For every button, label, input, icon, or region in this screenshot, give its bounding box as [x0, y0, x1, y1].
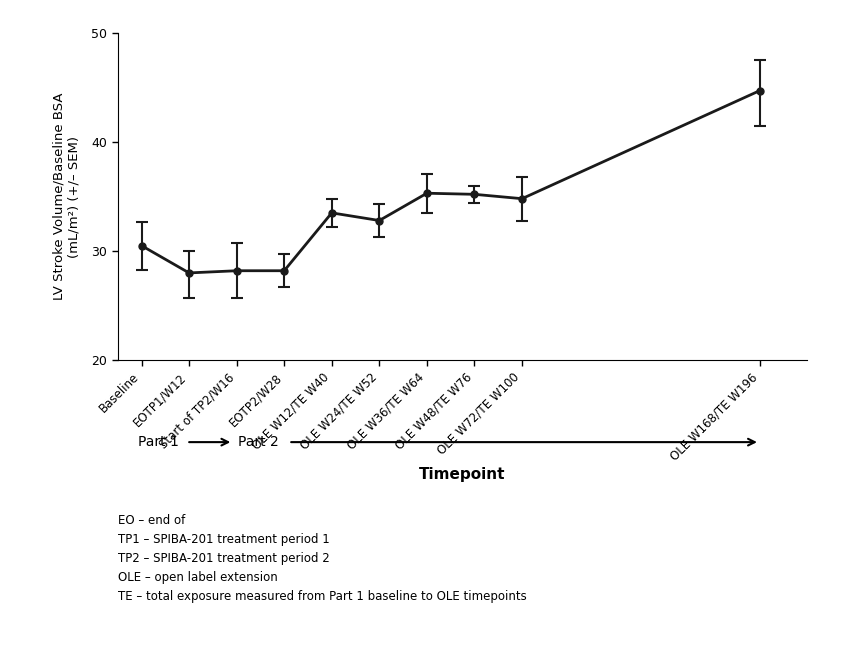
Y-axis label: LV Stroke Volume/Baseline BSA
(mL/m²) (+/– SEM): LV Stroke Volume/Baseline BSA (mL/m²) (+…	[52, 93, 80, 300]
Text: Part 1: Part 1	[138, 435, 179, 449]
Text: Timepoint: Timepoint	[420, 468, 505, 482]
Text: EO – end of
TP1 – SPIBA-201 treatment period 1
TP2 – SPIBA-201 treatment period : EO – end of TP1 – SPIBA-201 treatment pe…	[118, 514, 526, 603]
Text: Part 2: Part 2	[238, 435, 278, 449]
